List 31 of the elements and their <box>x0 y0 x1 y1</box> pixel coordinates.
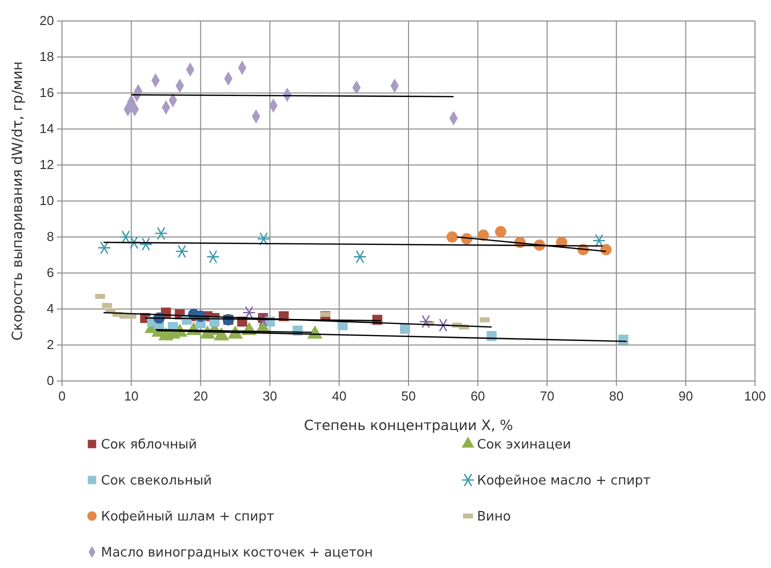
x-tick-label: 10 <box>124 388 139 404</box>
x-tick-label: 50 <box>401 388 416 404</box>
x-tick-label: 60 <box>470 388 486 404</box>
legend-label: Сок яблочный <box>101 438 198 453</box>
legend-label: Масло виноградных косточек + ацетон <box>101 546 373 561</box>
y-tick-label: 0 <box>46 373 54 388</box>
legend-label: Вино <box>477 510 511 525</box>
legend-label: Сок свекольный <box>101 474 212 489</box>
x-tick-label: 100 <box>744 388 766 404</box>
x-tick-label: 90 <box>678 388 693 404</box>
y-tick-label: 14 <box>40 121 54 136</box>
y-tick-label: 6 <box>46 265 54 280</box>
y-tick-label: 16 <box>40 85 54 100</box>
x-tick-label: 80 <box>609 388 624 404</box>
legend-label: Сок эхинацеи <box>477 438 572 453</box>
y-tick-label: 18 <box>40 49 54 64</box>
x-tick-label: 20 <box>193 388 208 404</box>
y-tick-label: 8 <box>46 229 54 244</box>
x-tick-label: 30 <box>262 388 278 404</box>
x-tick-label: 40 <box>332 388 346 404</box>
legend-label: Кофейный шлам + спирт <box>101 510 275 525</box>
y-tick-label: 4 <box>46 301 54 316</box>
y-tick-label: 2 <box>46 337 54 352</box>
x-axis-title: Степень концентрации X, % <box>304 418 514 434</box>
y-tick-label: 20 <box>40 13 54 28</box>
x-tick-label: 70 <box>540 388 554 404</box>
x-tick-label: 0 <box>58 388 66 404</box>
y-tick-label: 10 <box>40 193 54 208</box>
y-axis-title: Скорость выпаривания dW/dτ, гр/мин <box>10 61 26 341</box>
legend-label: Кофейное масло + спирт <box>477 474 652 489</box>
y-tick-label: 12 <box>40 157 54 172</box>
